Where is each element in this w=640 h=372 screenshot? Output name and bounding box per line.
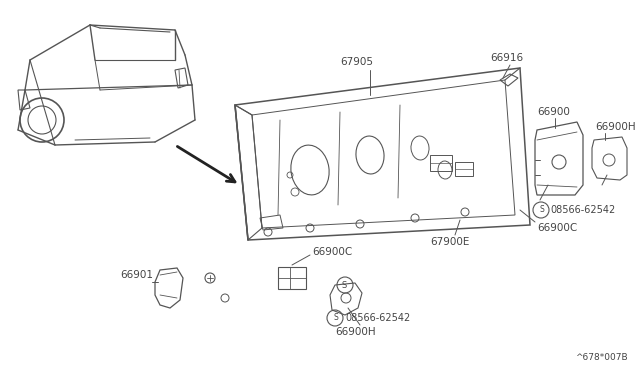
Bar	[278, 267, 306, 289]
Text: 08566-62542: 08566-62542	[345, 313, 410, 323]
Text: 66900H: 66900H	[335, 327, 376, 337]
Bar	[430, 155, 452, 171]
Bar	[455, 162, 473, 176]
Text: 66916: 66916	[490, 53, 523, 63]
Text: 08566-62542: 08566-62542	[550, 205, 615, 215]
Text: 67900E: 67900E	[430, 237, 469, 247]
Text: 66900C: 66900C	[537, 223, 577, 233]
Text: 66900: 66900	[537, 107, 570, 117]
Text: S: S	[341, 280, 346, 289]
Text: ^678*007B: ^678*007B	[575, 353, 628, 362]
Text: 67905: 67905	[340, 57, 373, 67]
Text: 66900H: 66900H	[595, 122, 636, 132]
Text: 66900C: 66900C	[312, 247, 352, 257]
Text: S: S	[539, 205, 544, 215]
Text: 66901: 66901	[120, 270, 153, 280]
Text: S: S	[333, 314, 338, 323]
